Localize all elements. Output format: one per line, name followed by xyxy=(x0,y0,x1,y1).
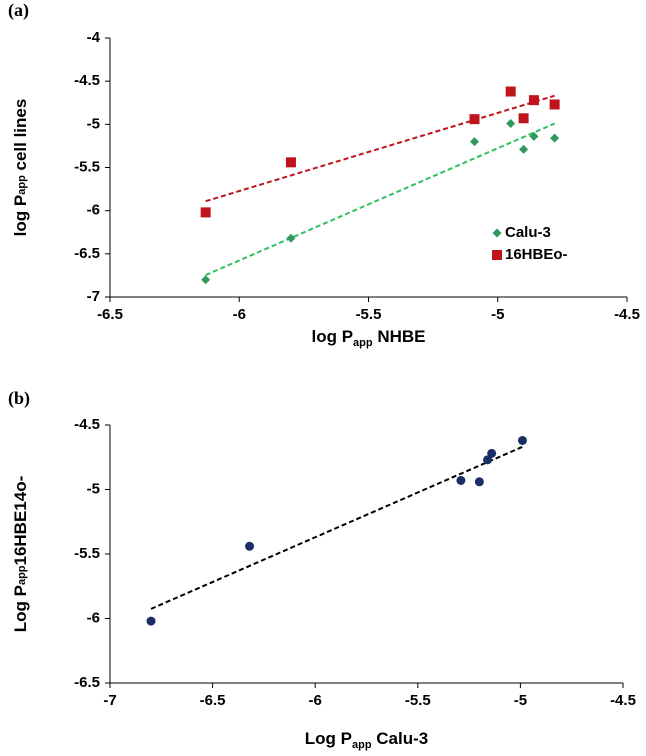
point xyxy=(483,455,493,465)
y-tick-label: -6 xyxy=(87,202,100,219)
point xyxy=(519,144,529,154)
point xyxy=(201,275,211,285)
y-tick-label: -6 xyxy=(87,609,100,626)
legend-label: 16HBEo- xyxy=(505,246,568,263)
point xyxy=(550,133,560,143)
x-tick-label: -5 xyxy=(491,306,504,323)
point xyxy=(200,207,211,218)
point xyxy=(518,113,529,124)
y-tick-label: -4.5 xyxy=(74,416,100,433)
y-tick-label: -5 xyxy=(87,115,100,132)
x-tick-label: -5 xyxy=(514,692,527,709)
point xyxy=(245,541,255,551)
axis-title-rest: Calu-3 xyxy=(372,729,429,748)
axis-title-main: Log P xyxy=(11,585,30,632)
trendline xyxy=(205,122,556,276)
trendline xyxy=(150,445,523,610)
axis-title-main: Log P xyxy=(305,729,352,748)
point xyxy=(529,131,539,141)
axis-title-sub: app xyxy=(16,565,28,585)
x-tick-label: -4.5 xyxy=(610,692,636,709)
point xyxy=(517,435,527,445)
trendline xyxy=(205,94,555,203)
y-tick-label: -5.5 xyxy=(74,158,100,175)
axis-title: Log Papp16HBE14o- xyxy=(11,476,30,633)
y-tick-label: -6.5 xyxy=(74,245,100,262)
axis-title: log Papp cell lines xyxy=(11,99,30,237)
axis-title-main: log P xyxy=(311,327,353,346)
axis-title-rest: cell lines xyxy=(11,99,30,176)
point xyxy=(146,616,156,626)
y-tick-label: -5 xyxy=(87,480,100,497)
legend-marker xyxy=(492,250,502,260)
axis-title-rest: NHBE xyxy=(373,327,426,346)
x-tick-label: -7 xyxy=(103,692,116,709)
x-tick-label: -6 xyxy=(309,692,322,709)
axis-title: Log Papp Calu-3 xyxy=(305,729,428,750)
y-tick-label: -4.5 xyxy=(74,72,100,89)
x-tick-label: -6 xyxy=(233,306,246,323)
point xyxy=(474,477,484,487)
y-tick-label: -5.5 xyxy=(74,545,100,562)
point xyxy=(456,475,466,485)
x-tick-label: -4.5 xyxy=(614,306,640,323)
point xyxy=(528,95,539,106)
x-tick-label: -6.5 xyxy=(97,306,123,323)
x-tick-label: -5.5 xyxy=(405,692,431,709)
panel-label: (a) xyxy=(8,0,29,21)
axis-title-sub: app xyxy=(16,175,28,195)
point xyxy=(506,118,516,128)
point xyxy=(469,137,479,147)
axis-title-main: log P xyxy=(11,195,30,237)
point xyxy=(505,86,516,97)
x-tick-label: -6.5 xyxy=(200,692,226,709)
point xyxy=(487,448,497,458)
point xyxy=(285,157,296,168)
axis-title-sub: app xyxy=(353,337,373,349)
axis-title-rest: 16HBE14o- xyxy=(11,476,30,566)
point xyxy=(549,99,560,110)
panel-label: (b) xyxy=(8,388,30,409)
legend-label: Calu-3 xyxy=(505,224,551,241)
y-tick-label: -7 xyxy=(87,288,100,305)
x-tick-label: -5.5 xyxy=(356,306,382,323)
axis-title: log Papp NHBE xyxy=(311,327,425,348)
axis-title-sub: app xyxy=(352,739,372,751)
y-tick-label: -4 xyxy=(87,29,101,46)
point xyxy=(469,114,480,125)
point xyxy=(286,233,296,243)
y-tick-label: -6.5 xyxy=(74,674,100,691)
legend-marker xyxy=(492,228,502,238)
